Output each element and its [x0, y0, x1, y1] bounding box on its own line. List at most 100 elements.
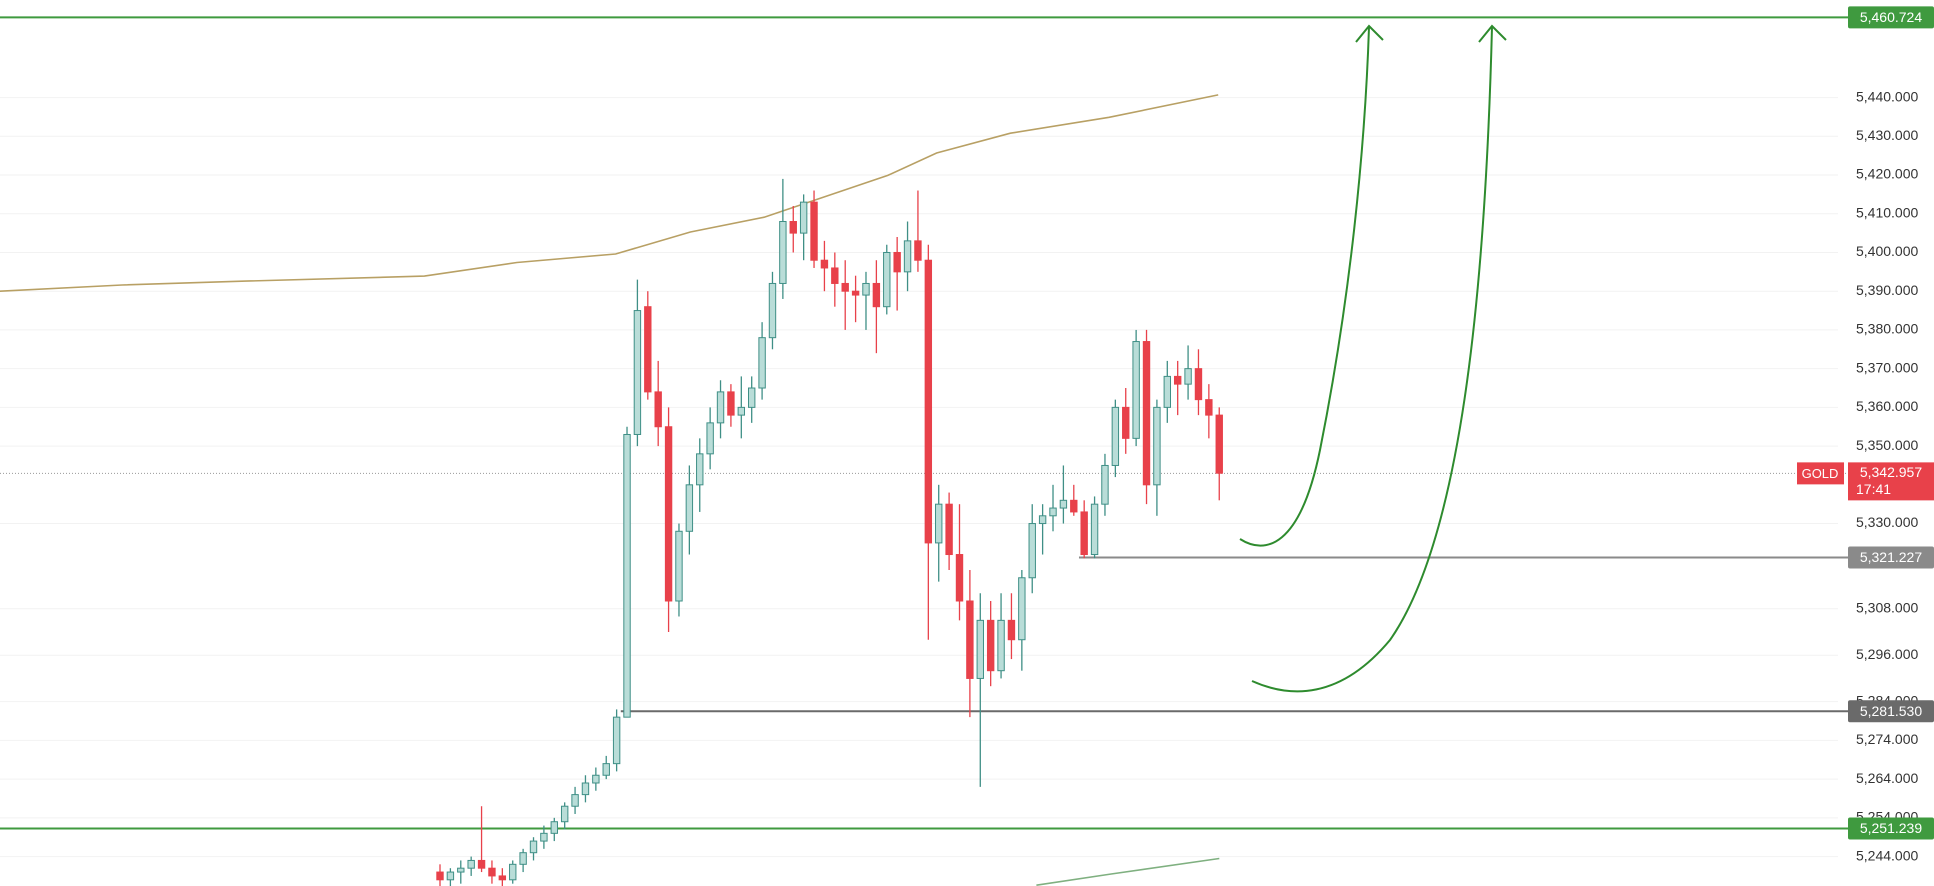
candle-body [831, 267, 839, 284]
moving-average [0, 94, 1219, 292]
levels [0, 16, 1848, 830]
y-tick-label: 5,330.000 [1856, 514, 1918, 530]
candle-body [1101, 464, 1109, 505]
candle-body [602, 763, 610, 776]
last-price-tag [1848, 462, 1934, 501]
level-tag [1848, 700, 1934, 723]
candle-body [1111, 406, 1120, 466]
candle-body [654, 391, 662, 428]
candle-body [592, 774, 600, 784]
candle-body [1194, 368, 1203, 401]
candle-body [1059, 499, 1068, 509]
candle-body [1038, 515, 1047, 525]
candle-body [571, 794, 579, 807]
arrow-head [1478, 24, 1507, 43]
y-tick-label: 5,264.000 [1856, 770, 1918, 786]
level-label: 5,321.227 [1860, 549, 1922, 565]
candle-body [851, 290, 860, 296]
candle-body [997, 619, 1005, 672]
candle-body [1049, 507, 1057, 517]
arrow-head [1355, 24, 1384, 43]
candle-body [903, 240, 912, 273]
y-tick-label: 5,390.000 [1856, 282, 1918, 298]
candle-body [820, 259, 829, 269]
moving-averages [0, 94, 1220, 886]
candle-body [986, 619, 995, 672]
candle-body [716, 391, 725, 424]
candle-body [893, 251, 901, 273]
candle-body [1215, 414, 1223, 474]
candle-body [1153, 406, 1161, 486]
candle-body [883, 251, 891, 308]
level-label: 5,251.239 [1860, 820, 1922, 836]
candle-body [436, 871, 444, 881]
candle-body [488, 867, 496, 877]
candle-body [457, 867, 465, 873]
candle-body [675, 530, 683, 602]
arrow-curve [1251, 26, 1493, 693]
candle-body [446, 871, 455, 881]
candle-body [540, 832, 548, 842]
candle-body [696, 453, 704, 486]
moving-average [1036, 857, 1220, 886]
candle-body [612, 716, 621, 765]
candle-body [1028, 523, 1036, 579]
candle-body [1132, 341, 1140, 439]
price-tags: 5,460.724 5,251.239 5,321.227 5,281.530 GOLD… [1797, 6, 1934, 840]
candles [436, 178, 1223, 886]
candle-body [779, 221, 787, 284]
candle-body [1163, 375, 1171, 408]
grid [0, 97, 1838, 858]
candle-body [685, 484, 694, 532]
last-price-label: 5,342.957 [1860, 464, 1922, 480]
candle-body [945, 503, 953, 556]
candle-body [550, 821, 558, 834]
candle-body [758, 337, 766, 389]
candle-body [1070, 499, 1078, 513]
candle-body [498, 875, 507, 881]
candle-body [914, 240, 922, 261]
drawings [1239, 24, 1507, 693]
candle-body [872, 282, 881, 308]
y-tick-label: 5,308.000 [1856, 599, 1918, 615]
arrow-curve [1239, 26, 1370, 547]
y-tick-label: 5,274.000 [1856, 731, 1918, 747]
level-label: 5,281.530 [1860, 703, 1922, 719]
y-tick-label: 5,420.000 [1856, 166, 1918, 182]
countdown-label: 17:41 [1856, 481, 1891, 497]
candle-body [799, 201, 808, 234]
candle-body [955, 554, 964, 602]
candle-body [560, 805, 569, 823]
candle-body [1142, 341, 1151, 486]
candle-body [1122, 406, 1130, 439]
candle-body [1184, 368, 1192, 385]
candle-body [509, 863, 517, 881]
candle-body [581, 782, 590, 796]
candle-body [1080, 511, 1088, 556]
candle-body [935, 503, 943, 544]
candle-body [1173, 375, 1182, 385]
candle-body [706, 422, 714, 455]
candle-body [1090, 503, 1099, 556]
candle-body [789, 221, 797, 234]
candle-body [529, 840, 538, 854]
price-axis: 5,440.000 5,430.000 5,420.000 5,410.000 5,40… [1856, 88, 1918, 863]
y-tick-label: 5,244.000 [1856, 847, 1918, 863]
candle-body [664, 426, 673, 602]
symbol-label: GOLD [1802, 466, 1839, 481]
candle-body [1205, 399, 1213, 416]
candle-body [1018, 577, 1026, 641]
y-tick-label: 5,296.000 [1856, 646, 1918, 662]
symbol-tag [1797, 462, 1844, 485]
y-tick-label: 5,350.000 [1856, 437, 1918, 453]
candle-body [1007, 619, 1016, 641]
level-tag [1848, 817, 1934, 840]
candle-body [966, 600, 974, 679]
candle-body [477, 859, 486, 869]
y-tick-label: 5,440.000 [1856, 88, 1918, 104]
candle-body [737, 406, 746, 416]
candle-body [748, 387, 756, 408]
level-tag [1848, 546, 1934, 569]
